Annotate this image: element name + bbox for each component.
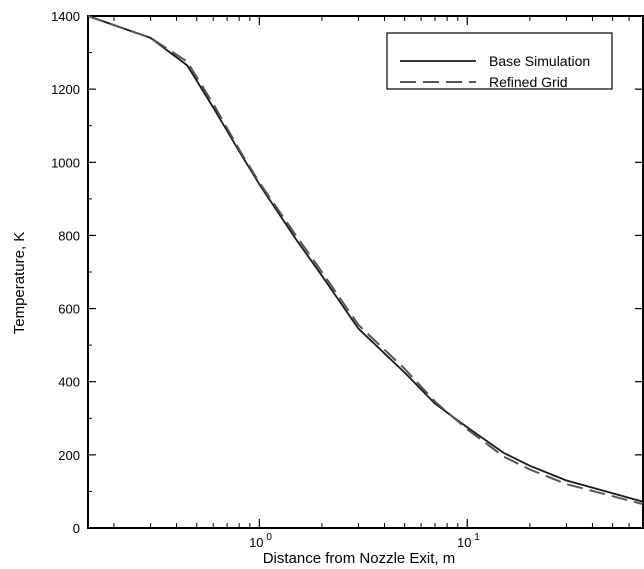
x-axis-title: Distance from Nozzle Exit, m: [263, 550, 456, 567]
plot-area: [87, 15, 644, 529]
legend: Base Simulation Refined Grid: [386, 32, 613, 90]
x-tick-label: 10: [457, 535, 471, 550]
y-tick-label: 1200: [51, 82, 80, 97]
y-tick-label: 600: [58, 302, 80, 317]
legend-label-refined-grid: Refined Grid: [489, 74, 568, 90]
y-tick-label: 800: [58, 228, 80, 243]
y-tick-label: 1400: [51, 9, 80, 24]
series-line-base-simulation: [87, 15, 644, 503]
y-axis-title: Temperature, K: [11, 232, 28, 335]
x-tick-label: 10: [249, 535, 263, 550]
x-axis-ticks: 10 0 10 1: [113, 16, 644, 550]
y-tick-label: 0: [73, 521, 80, 536]
y-tick-label: 1000: [51, 155, 80, 170]
x-tick-exponent: 0: [266, 532, 272, 543]
series-line-refined-grid: [87, 15, 644, 506]
x-tick-exponent: 1: [474, 532, 480, 543]
y-axis-ticks: 0 200 400 600 800 1000 1200 1400: [51, 9, 643, 536]
y-tick-label: 200: [58, 448, 80, 463]
legend-label-base-simulation: Base Simulation: [489, 53, 590, 69]
series-layer: [87, 15, 644, 506]
plot-frame: [87, 15, 644, 529]
y-tick-label: 400: [58, 375, 80, 390]
